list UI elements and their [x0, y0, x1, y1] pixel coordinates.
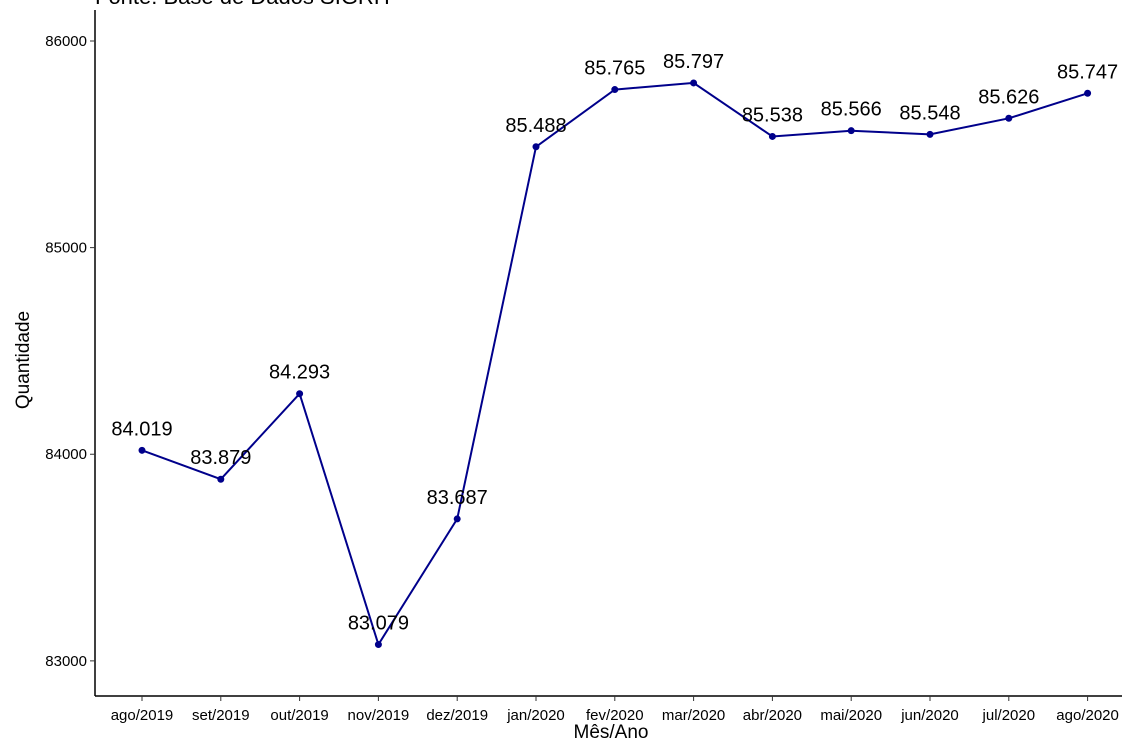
- data-point: [532, 143, 540, 151]
- x-tick-label: ago/2020: [1056, 707, 1119, 724]
- axes: [94, 10, 1122, 697]
- x-tick-label: jun/2020: [900, 707, 959, 724]
- data-point: [611, 86, 619, 94]
- data-label: 85.747: [1057, 61, 1118, 83]
- data-point: [690, 79, 698, 87]
- x-tick-label: mai/2020: [820, 707, 882, 724]
- chart-subtitle: Fonte: Base de Dados SIGRH: [95, 0, 390, 9]
- x-tick-label: jul/2020: [982, 707, 1036, 724]
- data-point: [1084, 89, 1092, 97]
- y-tick-label: 83000: [45, 653, 87, 670]
- data-label: 85.566: [821, 99, 882, 121]
- data-point: [453, 515, 461, 523]
- data-label: 84.293: [269, 362, 330, 384]
- y-axis-title: Quantidade: [13, 311, 34, 409]
- data-label: 85.626: [978, 86, 1039, 108]
- data-point: [296, 390, 304, 398]
- data-point: [1005, 114, 1013, 122]
- data-point: [847, 127, 855, 135]
- data-label: 83.687: [427, 487, 488, 509]
- x-tick-label: dez/2019: [426, 707, 488, 724]
- x-tick-label: jan/2020: [506, 707, 565, 724]
- data-label: 83.879: [190, 447, 251, 469]
- x-tick-label: set/2019: [192, 707, 250, 724]
- data-label: 85.538: [742, 104, 803, 126]
- x-tick-label: abr/2020: [743, 707, 802, 724]
- data-label: 85.548: [899, 102, 960, 124]
- x-axis-title: Mês/Ano: [574, 722, 649, 743]
- x-tick-label: nov/2019: [348, 707, 410, 724]
- x-tick-label: fev/2020: [586, 707, 644, 724]
- y-tick-label: 84000: [45, 446, 87, 463]
- x-tick-label: out/2019: [270, 707, 328, 724]
- y-tick-label: 86000: [45, 33, 87, 50]
- x-axis-ticks: ago/2019 set/2019 out/2019 nov/2019 dez/2019…: [111, 696, 1119, 724]
- data-point: [926, 130, 934, 138]
- data-label: 83.079: [348, 613, 409, 635]
- x-tick-label: mar/2020: [662, 707, 725, 724]
- data-label: 85.765: [584, 58, 645, 80]
- data-point: [138, 446, 146, 454]
- data-label: 85.488: [505, 115, 566, 137]
- data-label: 85.797: [663, 51, 724, 73]
- x-tick-label: ago/2019: [111, 707, 174, 724]
- data-label: 84.019: [111, 418, 172, 440]
- data-points: [138, 79, 1092, 649]
- y-axis-ticks: 83000 84000 85000 86000: [45, 33, 95, 670]
- data-point: [768, 132, 776, 140]
- data-point: [374, 641, 382, 649]
- data-point: [217, 475, 225, 483]
- y-tick-label: 85000: [45, 240, 87, 257]
- data-labels: 84.019 83.879 84.293 83.079 83.687 85.488 85.7…: [111, 51, 1118, 635]
